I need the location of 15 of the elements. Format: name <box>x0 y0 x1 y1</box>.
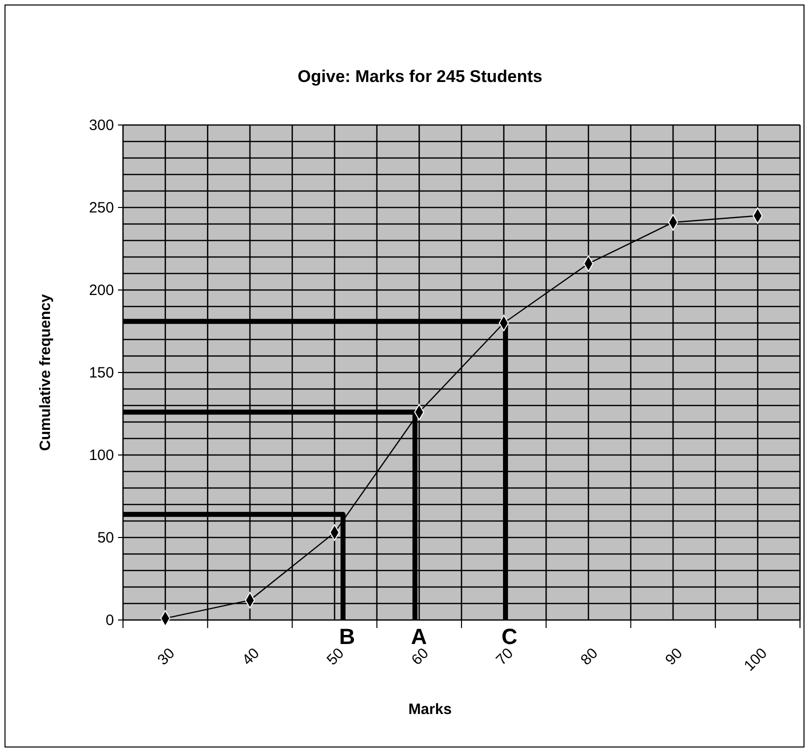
x-tick-label: 90 <box>662 644 686 669</box>
x-tick-label: 100 <box>740 644 771 675</box>
y-axis-title: Cumulative frequency <box>37 293 54 451</box>
x-tick-label: 40 <box>239 644 263 669</box>
y-tick-label: 100 <box>88 446 114 464</box>
chart-title: Ogive: Marks for 245 Students <box>298 67 542 86</box>
y-tick-label: 200 <box>88 282 114 299</box>
x-tick-label: 80 <box>578 644 602 669</box>
y-tick-label: 0 <box>106 612 114 629</box>
y-tick-label: 150 <box>88 364 114 382</box>
x-tick-label: 30 <box>154 644 178 669</box>
y-tick-label: 300 <box>88 116 114 134</box>
y-tick-label: 50 <box>97 529 114 546</box>
y-tick-label: 250 <box>88 199 114 216</box>
x-axis-title: Marks <box>408 701 452 718</box>
